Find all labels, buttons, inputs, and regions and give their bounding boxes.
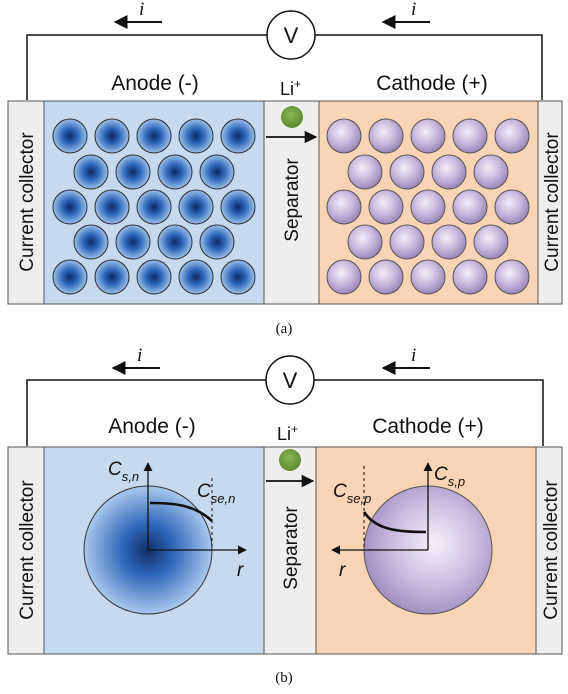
voltmeter-icon <box>266 10 316 60</box>
voltmeter-icon <box>265 355 315 405</box>
cathode-particle <box>452 259 488 295</box>
circuit-wire-left <box>26 379 266 446</box>
cathode-particle <box>494 189 530 225</box>
cathode-concentration-label: Cs,p <box>434 464 465 489</box>
collector-left <box>7 446 45 655</box>
li-ion-icon <box>281 106 303 128</box>
cathode-concentration-profile <box>362 511 427 534</box>
current-symbol-right: i <box>411 345 416 366</box>
anode-particle <box>52 118 88 154</box>
li-ion-label: Li+ <box>277 422 298 444</box>
caption-b: (b) <box>275 670 293 686</box>
cathode-particle <box>326 118 362 154</box>
anode-label: Anode (-) <box>108 415 196 438</box>
cathode-particle <box>389 224 425 260</box>
circuit-wire-left <box>26 34 267 100</box>
collector-right-label: Current collector <box>541 480 562 620</box>
anode-particle <box>52 259 88 295</box>
anode-label: Anode (-) <box>111 72 199 95</box>
current-symbol-right: i <box>411 0 416 20</box>
current-symbol-left: i <box>139 0 144 20</box>
panel-a: V i i Anode (-) Cathode (+) Current coll… <box>7 0 563 337</box>
cathode-particle <box>368 259 404 295</box>
cathode-particle <box>410 259 446 295</box>
voltmeter-label: V <box>284 23 299 48</box>
cathode-particle <box>473 154 509 190</box>
anode-particle <box>94 259 130 295</box>
anode-particle <box>178 259 214 295</box>
anode-surface-label: Cse,n <box>197 481 235 506</box>
anode-particle <box>73 154 109 190</box>
panel-b: V i i Anode (-) Cathode (+) Current coll… <box>7 345 563 686</box>
cathode-particle <box>494 259 530 295</box>
circuit-wire-right <box>314 379 544 446</box>
anode-particle <box>157 154 193 190</box>
anode-particle <box>52 189 88 225</box>
anode-particle <box>94 118 130 154</box>
cathode-particle <box>431 154 467 190</box>
collector-left <box>7 100 45 305</box>
circuit-wire-right <box>315 34 543 100</box>
anode-particle <box>115 224 151 260</box>
cathode-particle <box>452 189 488 225</box>
voltmeter-label: V <box>283 368 298 393</box>
anode-particle <box>220 118 256 154</box>
anode-concentration-profile <box>149 501 213 522</box>
cathode-label: Cathode (+) <box>376 72 487 95</box>
cathode-particle <box>368 189 404 225</box>
cathode-particle <box>410 118 446 154</box>
cathode-particle <box>368 118 404 154</box>
anode-particle <box>220 189 256 225</box>
cathode-particle <box>473 224 509 260</box>
cathode-particle <box>347 154 383 190</box>
cathode-surface-label: Cse,p <box>333 481 371 506</box>
cathode-particle <box>410 189 446 225</box>
cathode-particle <box>452 118 488 154</box>
current-symbol-left: i <box>137 345 142 366</box>
anode-particle <box>199 154 235 190</box>
cathode-particle <box>431 224 467 260</box>
cathode-particle <box>389 154 425 190</box>
anode-concentration-label: Cs,n <box>108 459 139 484</box>
anode-particle <box>94 189 130 225</box>
collector-left-label: Current collector <box>17 132 38 272</box>
li-ion-label: Li+ <box>280 77 301 99</box>
collector-left-label: Current collector <box>17 480 38 620</box>
anode-particles <box>52 118 256 295</box>
separator-label: Separator <box>281 506 302 590</box>
anode-particle <box>115 154 151 190</box>
anode-particle <box>136 118 172 154</box>
collector-right-label: Current collector <box>542 132 563 272</box>
cathode-particles <box>326 118 530 295</box>
anode-particle <box>220 259 256 295</box>
anode-particle <box>136 189 172 225</box>
li-ion-icon <box>279 449 301 471</box>
cathode-particle <box>326 189 362 225</box>
anode-radius-label: r <box>237 560 244 581</box>
cathode-particle <box>326 259 362 295</box>
cathode-particle <box>494 118 530 154</box>
separator-label: Separator <box>282 158 303 242</box>
anode-particle <box>73 224 109 260</box>
cathode-label: Cathode (+) <box>372 415 483 438</box>
anode-particle <box>157 224 193 260</box>
anode-particle <box>136 259 172 295</box>
anode-particle <box>178 189 214 225</box>
cathode-particle <box>347 224 383 260</box>
cathode-radius-label: r <box>339 560 346 581</box>
caption-a: (a) <box>276 321 293 337</box>
anode-particle <box>178 118 214 154</box>
collector-right <box>537 100 563 305</box>
collector-right <box>535 446 563 655</box>
anode-particle <box>199 224 235 260</box>
